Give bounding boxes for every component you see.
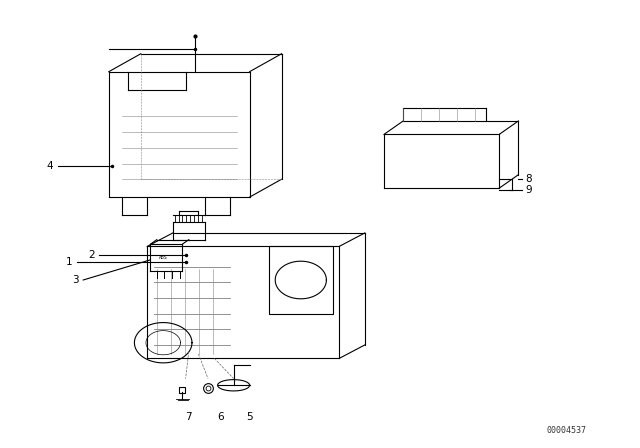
Text: 5: 5 [246,412,253,422]
Bar [269,246,333,314]
Text: ABS: ABS [159,255,168,260]
Text: 3: 3 [72,275,79,285]
Text: 7: 7 [186,412,192,422]
Text: 00004537: 00004537 [547,426,586,435]
Text: 1: 1 [66,257,72,267]
Text: 6: 6 [218,412,224,422]
Text: 9: 9 [525,185,532,195]
Text: 8: 8 [525,174,532,184]
Text: 4: 4 [46,161,52,171]
Text: 2: 2 [88,250,95,260]
